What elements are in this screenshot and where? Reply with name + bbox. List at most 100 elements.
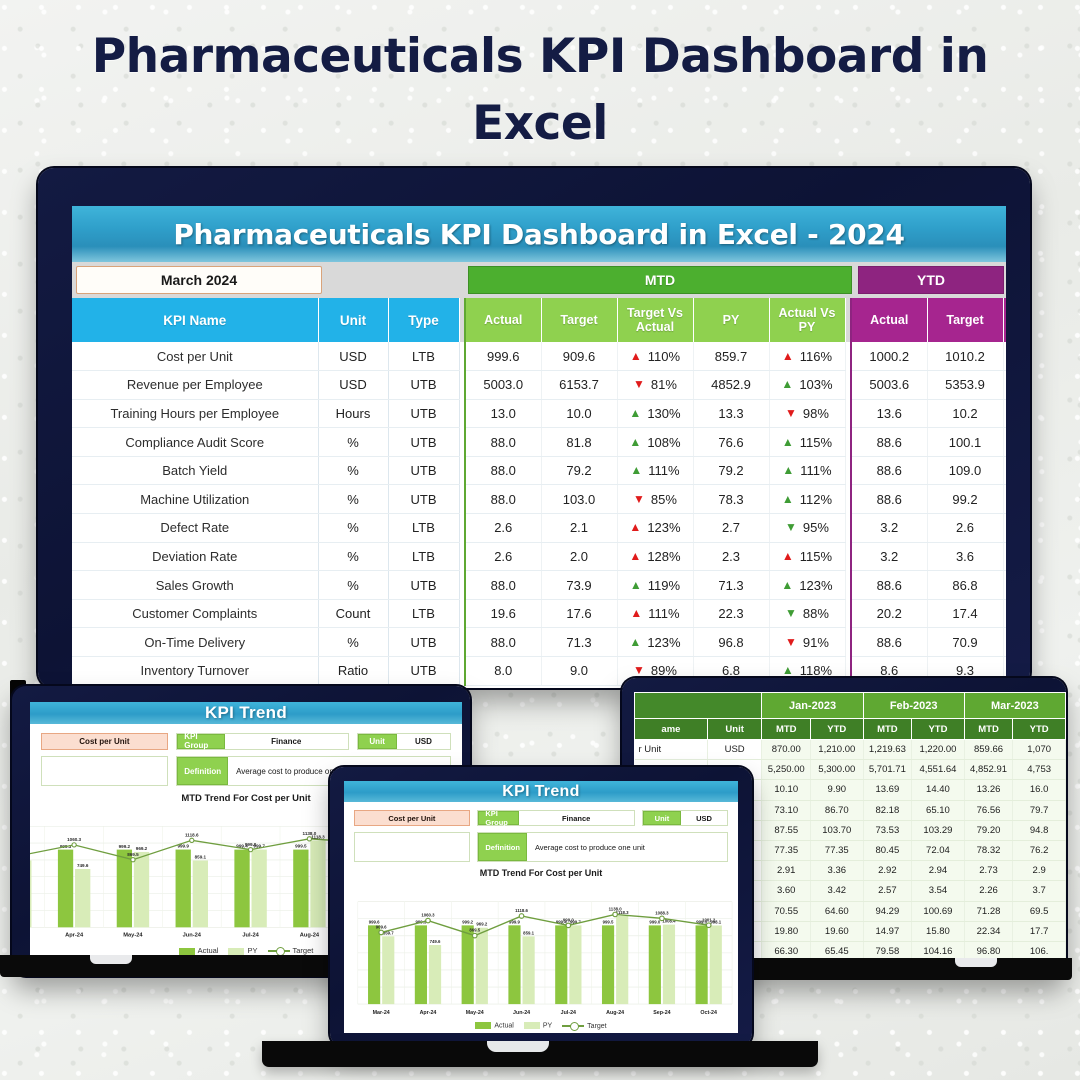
main-laptop-device: Pharmaceuticals KPI Dashboard in Excel -…: [38, 168, 1030, 688]
ytd-cell-value: 3.54: [911, 880, 965, 902]
cell-mtd-target: 71.3: [541, 627, 618, 658]
cell-ytd-target: 1010.2: [927, 342, 1004, 372]
cell-gap: [845, 484, 851, 514]
cell-target-vs-actual: ▲ 111%: [617, 456, 694, 486]
target-point: [659, 915, 665, 922]
col-header-mtd-actual-vs-py[interactable]: Actual Vs PY: [769, 298, 846, 342]
target-point: [71, 842, 77, 848]
cell-ytd-actual: 88.6: [850, 570, 928, 600]
col-header-kpi-name[interactable]: KPI Name: [72, 298, 319, 342]
kpi-name-box-left[interactable]: Cost per Unit: [40, 732, 169, 750]
percent-value: 115%: [799, 548, 833, 564]
kpi-group-value-left[interactable]: Finance: [224, 733, 348, 749]
ytd-cell-value: 1,070: [1012, 739, 1066, 761]
cell-gap: [845, 456, 851, 485]
cell-actual-vs-py: ▲ 112%: [769, 484, 846, 515]
unit-value-left[interactable]: USD: [396, 733, 451, 749]
bar-actual: [695, 925, 708, 1005]
arrow-up-icon: ▲: [782, 463, 795, 478]
ytd-sub-mar-mtd[interactable]: MTD: [963, 718, 1014, 740]
bar-label-actual: 999.4: [236, 844, 248, 849]
bar-actual: [57, 849, 74, 928]
col-header-mtd-target[interactable]: Target: [541, 298, 618, 342]
table-row: USD5,250.005,300.005,701.714,551.644,852…: [634, 759, 1066, 781]
cell-ytd-clipped: [1003, 484, 1006, 515]
kpi-notes-box-center[interactable]: [353, 832, 470, 863]
cell-kpi-name: Customer Complaints: [72, 599, 319, 629]
unit-value-center[interactable]: USD: [680, 811, 728, 826]
cell-ytd-clipped: [1003, 599, 1006, 629]
bar-actual: [116, 849, 133, 928]
col-header-mtd-py[interactable]: PY: [693, 298, 770, 342]
col-header-ytd-actual[interactable]: Actual: [850, 298, 928, 342]
col-header-mtd-target-vs-actual[interactable]: Target Vs Actual: [617, 298, 694, 342]
cell-mtd-target: 103.0: [541, 484, 618, 515]
ytd-sub-feb-ytd[interactable]: YTD: [911, 718, 965, 740]
target-point: [612, 912, 618, 918]
table-row: Cost per Unit USD LTB 999.6 909.6 ▲ 110% 859.7 ▲…: [72, 342, 1006, 372]
cell-py: 96.8: [693, 627, 770, 658]
arrow-up-icon: ▲: [629, 348, 642, 363]
target-point: [247, 847, 254, 853]
legend-py-center: PY: [523, 1022, 552, 1030]
cell-target-vs-actual: ▲ 108%: [617, 427, 694, 457]
bar-actual: [601, 925, 615, 1005]
bar-label-py: 999.7: [570, 920, 581, 925]
cell-unit: Hours: [318, 399, 389, 429]
ytd-sub-jan-mtd[interactable]: MTD: [761, 718, 811, 740]
band-spacer: [325, 262, 466, 298]
ytd-period-mar-2023[interactable]: Mar-2023: [963, 692, 1066, 719]
chart-wrap-center: 999.6 859.7 999.3 749.6 999.2 969.2 999.9 859.1…: [344, 880, 738, 1020]
cell-mtd-actual: 19.6: [464, 599, 542, 629]
cell-unit: %: [318, 542, 389, 572]
ytd-cell-value: 4,852.91: [964, 759, 1014, 781]
bar-label-actual: 999.4: [556, 920, 567, 925]
target-point: [189, 837, 195, 844]
bar-label-py: 1118.3: [311, 835, 325, 840]
bar-label-py: 749.6: [430, 940, 441, 945]
target-label: 869.5: [469, 928, 480, 933]
col-header-unit[interactable]: Unit: [318, 298, 389, 342]
left-tablet-notch: [90, 955, 132, 964]
ytd-period-jan-2023[interactable]: Jan-2023: [761, 692, 864, 719]
ytd-sub-feb-mtd[interactable]: MTD: [862, 718, 913, 740]
kpi-name-box-center[interactable]: Cost per Unit: [353, 810, 470, 827]
cell-ytd-clipped: [1003, 342, 1006, 372]
target-point: [130, 857, 136, 863]
ytd-period-feb-2023[interactable]: Feb-2023: [862, 692, 965, 719]
ytd-cell-value: 72.04: [911, 840, 965, 862]
ytd-cell-value: 14.40: [911, 779, 965, 801]
cell-ytd-actual: 5003.6: [850, 370, 928, 400]
cell-target-vs-actual: ▲ 128%: [617, 542, 694, 572]
percent-value: 116%: [799, 348, 833, 364]
cell-mtd-actual: 2.6: [464, 542, 542, 572]
kpi-group-label-left: KPI Group: [177, 732, 225, 750]
cell-type: UTB: [388, 627, 460, 658]
kpi-notes-box-left[interactable]: [40, 756, 169, 787]
bar-label-py: 859.1: [195, 855, 207, 860]
bar-py: [192, 860, 208, 928]
ytd-sub-jan-ytd[interactable]: YTD: [810, 718, 864, 740]
cell-kpi-name: Sales Growth: [72, 570, 319, 600]
cell-mtd-target: 81.8: [541, 427, 618, 457]
ytd-cell-value: 3.7: [1012, 880, 1066, 902]
bar-label-py: 998.1: [710, 920, 721, 925]
ytd-cell-value: 2.57: [863, 880, 913, 902]
ytd-col-unit[interactable]: Unit: [706, 718, 763, 740]
col-header-type[interactable]: Type: [388, 298, 460, 342]
col-header-mtd-actual[interactable]: Actual: [464, 298, 542, 342]
legend-actual-center: Actual: [475, 1022, 514, 1030]
definition-label-left: Definition: [177, 757, 229, 786]
cell-type: LTB: [388, 542, 460, 572]
center-laptop-device: KPI Trend Cost per Unit KPI Group Financ…: [330, 767, 752, 1047]
ytd-sub-mar-ytd[interactable]: YTD: [1012, 718, 1066, 740]
ytd-col-kpi-name[interactable]: ame: [634, 718, 708, 740]
col-header-ytd-target[interactable]: Target: [927, 298, 1004, 342]
arrow-down-icon: ▼: [785, 520, 797, 535]
month-selector[interactable]: March 2024: [76, 266, 322, 294]
ytd-cell-value: 94.29: [863, 901, 913, 922]
kpi-group-value-center[interactable]: Finance: [518, 811, 634, 826]
kpi-table: KPI Name Unit Type Actual Target Target …: [72, 298, 1006, 686]
cell-type: LTB: [388, 342, 460, 372]
cell-gap: [459, 570, 465, 600]
